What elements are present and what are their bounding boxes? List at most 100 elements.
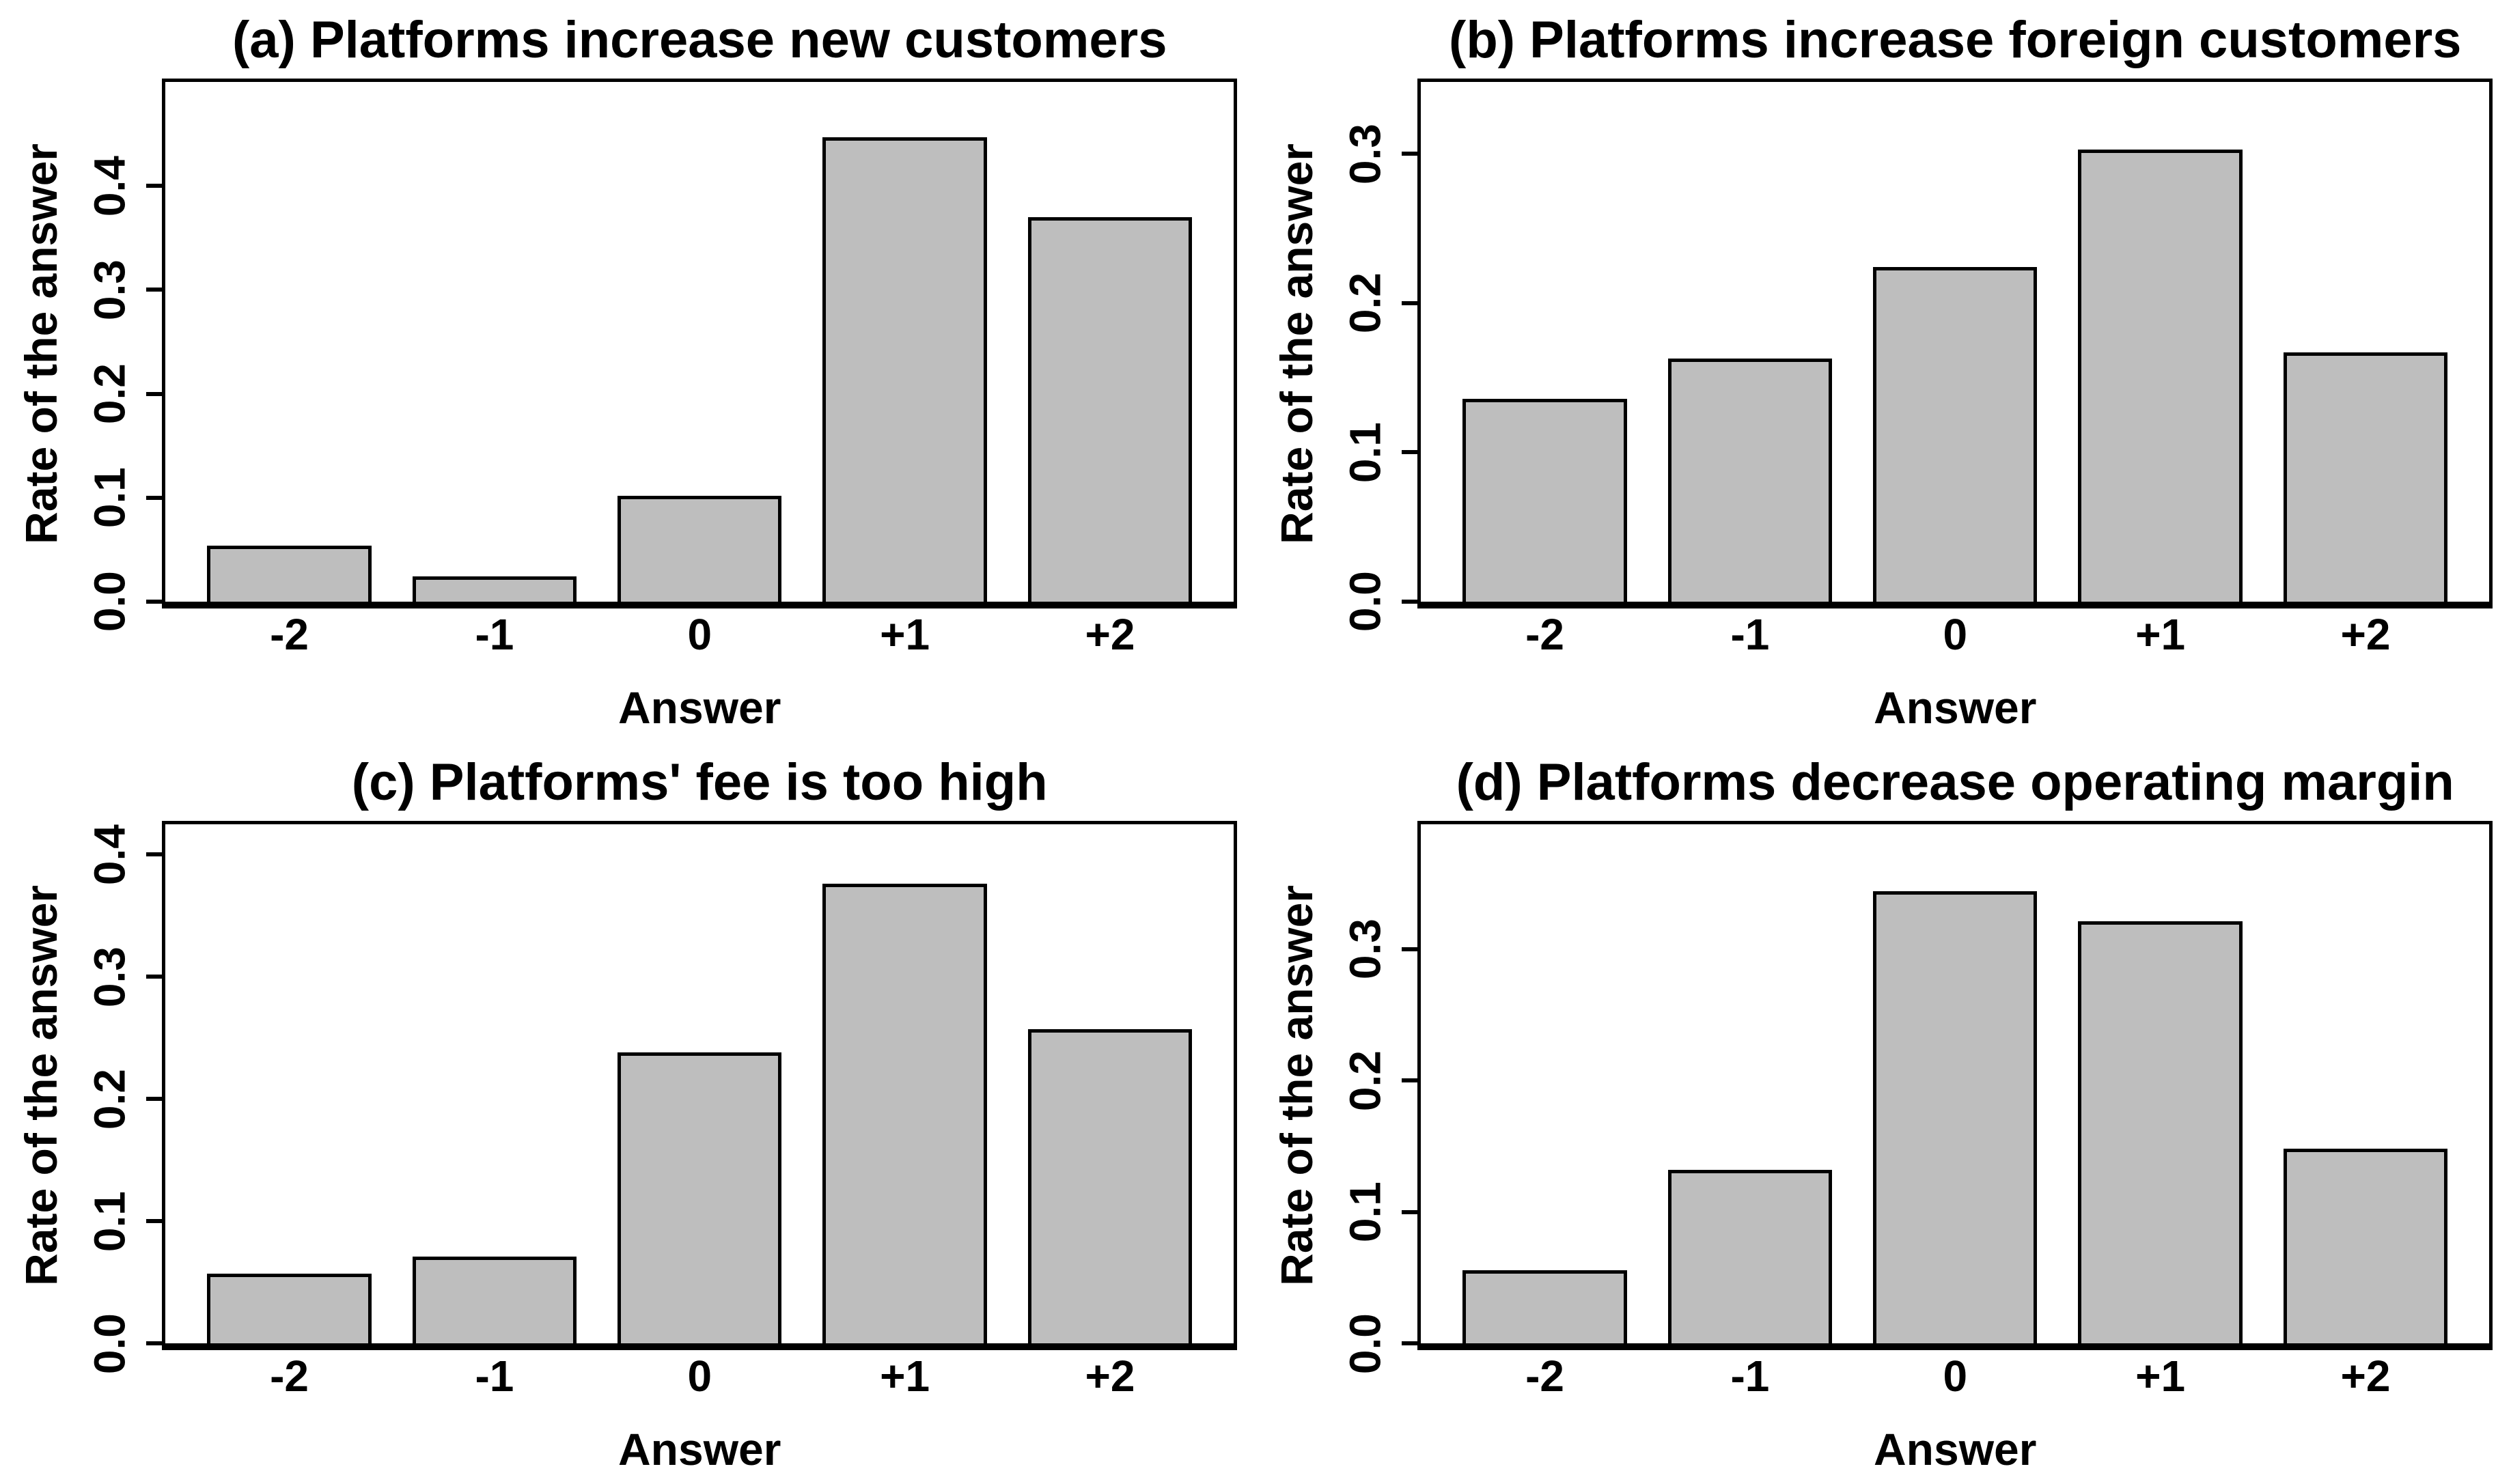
y-tick-label: 0.0 <box>85 571 135 632</box>
bar--1 <box>412 576 577 602</box>
bar-slot <box>597 82 802 602</box>
bar-slot <box>186 824 391 1344</box>
y-tick-label: 0.4 <box>85 155 135 216</box>
bar--2 <box>207 1274 372 1344</box>
x-tick-label: +2 <box>2340 609 2391 659</box>
x-tick-label: +1 <box>2135 1352 2186 1401</box>
bar-+1 <box>822 884 987 1344</box>
y-tick-mark <box>146 495 166 500</box>
y-tick-label: 0.0 <box>1340 1313 1390 1374</box>
y-axis-label-text: Rate of the answer <box>16 143 66 544</box>
bar-slot <box>392 824 597 1344</box>
bar-slot <box>2057 824 2262 1344</box>
bar-slot <box>1853 824 2057 1344</box>
bar-slot <box>2057 82 2262 602</box>
bar-slot <box>1008 824 1212 1344</box>
x-tick-label: 0 <box>687 609 712 659</box>
bar-+2 <box>2283 352 2448 602</box>
y-tick-mark <box>146 975 166 979</box>
bar-slot <box>802 824 1007 1344</box>
y-axis-label: Rate of the answer <box>1258 79 1335 608</box>
bar-0 <box>1873 891 2038 1344</box>
y-tick-label: 0.3 <box>85 946 135 1007</box>
y-tick-mark <box>146 599 166 604</box>
y-tick-mark <box>1402 300 1421 305</box>
y-tick-mark <box>1402 450 1421 455</box>
bar-slot <box>1648 824 1853 1344</box>
bar-0 <box>618 1052 782 1344</box>
x-axis-label: Answer <box>618 1424 781 1475</box>
y-tick-mark <box>1402 599 1421 604</box>
x-tick-labels: -2 -1 0 +1 +2 <box>1421 613 2489 656</box>
chart-title: (d) Platforms decrease operating margin <box>1456 753 2454 811</box>
y-tick-label: 0.4 <box>85 824 135 885</box>
bar-0 <box>1873 267 2038 602</box>
y-tick-mark <box>146 184 166 188</box>
y-tick-mark <box>1402 1078 1421 1083</box>
bar-slot <box>1442 82 1647 602</box>
bar--1 <box>412 1257 577 1344</box>
bar-0 <box>618 495 782 602</box>
chart-title: (c) Platforms' fee is too high <box>351 753 1048 811</box>
bars <box>1421 824 2489 1344</box>
bar--1 <box>1667 1170 1833 1344</box>
plot-area: -2 -1 0 +1 +2 Answer 0.0 0.1 0.2 0.3 <box>1341 820 2493 1472</box>
y-axis-label-text: Rate of the answer <box>1271 143 1322 544</box>
x-tick-labels: -2 -1 0 +1 +2 <box>1421 1354 2489 1398</box>
y-tick-mark <box>1402 152 1421 156</box>
panel-b: (b) Platforms increase foreign customers… <box>1256 0 2511 742</box>
bar-slot <box>1008 82 1212 602</box>
x-tick-label: -1 <box>475 1352 514 1401</box>
chart-title: (b) Platforms increase foreign customers <box>1449 11 2462 70</box>
y-axis-label: Rate of the answer <box>1258 821 1335 1351</box>
x-tick-label: -1 <box>475 609 514 659</box>
y-tick-label: 0.3 <box>1340 919 1390 980</box>
bar-+1 <box>2078 921 2243 1344</box>
bar-+2 <box>1027 1029 1193 1344</box>
x-axis-label: Answer <box>1874 682 2037 733</box>
y-tick-mark <box>146 1219 166 1224</box>
panel-c: (c) Platforms' fee is too high Rate of t… <box>0 742 1256 1484</box>
y-tick-label: 0.3 <box>1340 123 1390 184</box>
x-tick-label: -2 <box>1525 609 1564 659</box>
x-tick-label: -2 <box>270 1352 309 1401</box>
bar-slot <box>2263 824 2468 1344</box>
x-axis-label: Answer <box>618 682 781 733</box>
y-tick-label: 0.1 <box>1340 421 1390 483</box>
x-tick-label: 0 <box>687 1352 712 1401</box>
x-tick-label: +2 <box>1085 1352 1135 1401</box>
x-tick-labels: -2 -1 0 +1 +2 <box>165 1354 1234 1398</box>
y-tick-label: 0.1 <box>85 467 135 529</box>
y-tick-mark <box>146 391 166 396</box>
y-axis-label: Rate of the answer <box>3 79 79 608</box>
x-tick-label: +1 <box>880 609 930 659</box>
x-tick-label: -1 <box>1730 609 1770 659</box>
x-tick-label: -2 <box>270 609 309 659</box>
x-tick-label: +1 <box>2135 609 2186 659</box>
y-tick-label: 0.3 <box>85 259 135 320</box>
bar-slot <box>392 82 597 602</box>
y-axis-label: Rate of the answer <box>3 821 79 1351</box>
y-tick-mark <box>146 852 166 857</box>
plot-area: -2 -1 0 +1 +2 Answer 0.0 0.1 0.2 0.3 0.4 <box>85 820 1238 1472</box>
y-tick-mark <box>146 288 166 292</box>
bars <box>165 82 1234 602</box>
bar-slot <box>1648 82 1853 602</box>
x-tick-label: +1 <box>880 1352 930 1401</box>
bar-+2 <box>2283 1149 2448 1344</box>
bar--2 <box>207 545 372 602</box>
y-tick-label: 0.0 <box>85 1313 135 1374</box>
chart-title: (a) Platforms increase new customers <box>232 11 1167 70</box>
bars <box>165 824 1234 1344</box>
plot-area: -2 -1 0 +1 +2 Answer 0.0 0.1 0.2 0.3 <box>1341 79 2493 730</box>
bar-slot <box>597 824 802 1344</box>
bar--2 <box>1462 398 1627 602</box>
plot-area: -2 -1 0 +1 +2 Answer 0.0 0.1 0.2 0.3 0.4 <box>85 79 1238 730</box>
y-tick-mark <box>1402 1341 1421 1346</box>
y-tick-label: 0.2 <box>1340 1050 1390 1111</box>
bar-slot <box>1442 824 1647 1344</box>
x-tick-label: +2 <box>2340 1352 2391 1401</box>
bar-+1 <box>822 137 987 602</box>
bar-+2 <box>1027 216 1193 602</box>
